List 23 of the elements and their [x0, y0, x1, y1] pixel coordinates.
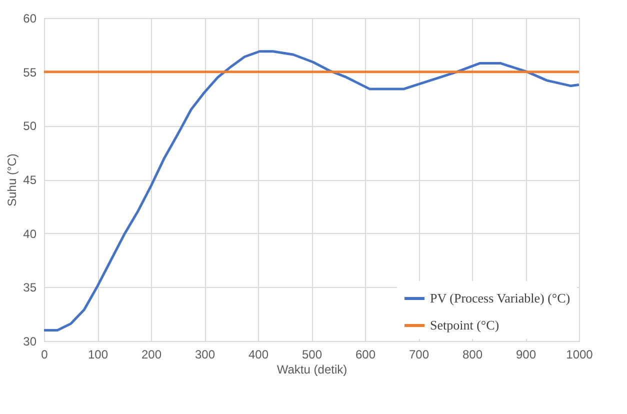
y-tick-label: 45: [23, 173, 37, 187]
x-tick-label: 400: [248, 348, 269, 362]
x-tick-label: 100: [88, 348, 108, 362]
x-tick-label: 1000: [566, 348, 594, 362]
x-tick-label: 900: [516, 348, 536, 362]
y-tick-label: 60: [23, 12, 37, 26]
y-tick-label: 35: [23, 280, 37, 295]
legend-label: PV (Process Variable) (°C): [430, 290, 570, 306]
y-tick-label: 50: [23, 119, 37, 134]
x-axis-title: Waktu (detik): [276, 362, 348, 376]
x-tick-label: 300: [194, 348, 216, 362]
line-series: [42, 50, 580, 332]
y-axis-title: Suhu (°C): [5, 154, 20, 206]
x-tick-label: 800: [462, 348, 483, 362]
x-tick-label: 700: [408, 348, 430, 362]
y-tick-label: 55: [23, 65, 37, 80]
x-tick-label: 200: [141, 348, 162, 362]
y-tick-label: 30: [23, 334, 37, 348]
x-tick-label: 500: [302, 348, 322, 362]
y-tick-label: 40: [23, 226, 37, 241]
x-tick-label: 600: [355, 348, 376, 362]
legend-label: Setpoint (°C): [430, 318, 500, 332]
x-tick-label: 0: [41, 348, 48, 362]
